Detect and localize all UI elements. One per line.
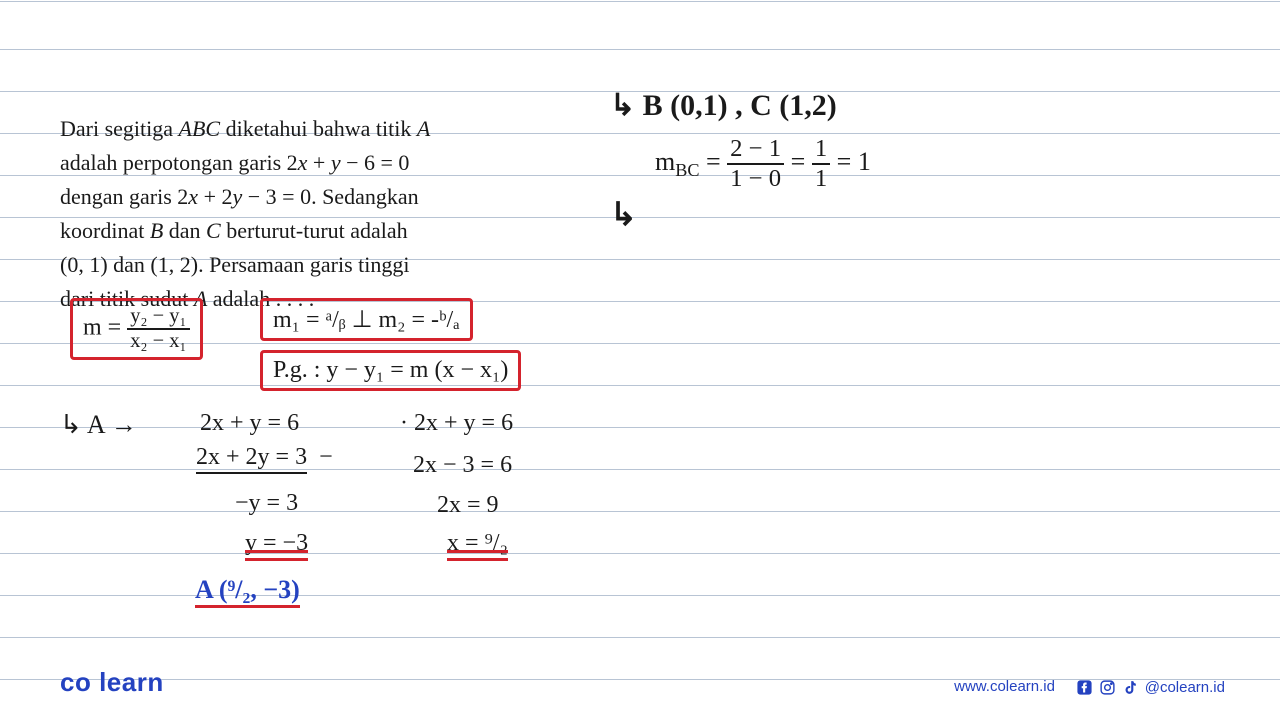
hand-col2-4: x = ⁹/₂ (447, 530, 508, 557)
hand-point-a: A (⁹/₂, −3) (195, 575, 300, 605)
text: dan (163, 218, 206, 243)
text: adalah perpotongan garis 2 (60, 150, 298, 175)
numerator: 1 (812, 135, 830, 165)
numerator: 2 − 1 (727, 135, 784, 165)
text-italic: B (150, 218, 163, 243)
text: (0, 1) dan (1, 2). Persamaan garis tingg… (60, 252, 409, 277)
text-italic: A (417, 116, 430, 141)
text-dbl-underline: x = ⁹/₂ (447, 530, 508, 557)
text: dengan garis 2 (60, 184, 188, 209)
hand-mbc: mBC = 2 − 11 − 0 = 11 = 1 (655, 135, 871, 193)
hand-res2: y = −3 (245, 530, 308, 557)
red-box: m = y₂ − y₁x₂ − x₁ (70, 298, 203, 360)
footer-handle: @colearn.id (1145, 679, 1225, 696)
hook-arrow: ↳ (610, 195, 637, 233)
problem-statement: Dari segitiga ABC diketahui bahwa titik … (60, 112, 570, 317)
hand-hook-a: ↳ A → (60, 410, 137, 440)
text-dbl-underline: y = −3 (245, 530, 308, 557)
formula-slope-box: m = y₂ − y₁x₂ − x₁ (70, 298, 203, 360)
text: = (700, 147, 728, 176)
brand-logo: co learn (60, 667, 164, 698)
red-box: P.g. : y − y₁ = m (x − x₁) (260, 350, 521, 391)
formula-pg-box: P.g. : y − y₁ = m (x − x₁) (260, 350, 521, 391)
text-sub: BC (675, 160, 699, 180)
text: m = (83, 315, 127, 341)
footer-url: www.colearn.id (954, 678, 1055, 695)
hand-bc-points: ↳ B (0,1) , C (1,2) (610, 88, 837, 123)
fraction: 2 − 11 − 0 (727, 135, 784, 193)
text-underlined: 2x + 2y = 3 (196, 444, 307, 474)
hand-res1: −y = 3 (235, 490, 298, 517)
footer: co learn www.colearn.id @colearn.id (0, 668, 1280, 698)
text-italic: C (206, 218, 221, 243)
text: Dari segitiga (60, 116, 179, 141)
text: − 6 = 0 (341, 150, 410, 175)
hand-col2-2: 2x − 3 = 6 (413, 452, 512, 479)
fraction: y₂ − y₁x₂ − x₁ (127, 305, 189, 353)
text: − 3 = 0. Sedangkan (242, 184, 418, 209)
formula-perp-box: m₁ = ᵃ/ᵦ ⊥ m₂ = -ᵇ/ₐ (260, 298, 473, 341)
denominator: 1 − 0 (727, 165, 784, 193)
text: = 1 (837, 147, 871, 176)
tiktok-icon (1122, 678, 1140, 696)
fraction: 11 (812, 135, 830, 193)
text-italic: ABC (179, 116, 221, 141)
red-box: m₁ = ᵃ/ᵦ ⊥ m₂ = -ᵇ/ₐ (260, 298, 473, 341)
numerator: y₂ − y₁ (127, 305, 189, 330)
text: + (307, 150, 330, 175)
text-italic: y (331, 150, 341, 175)
hand-col2-3: 2x = 9 (437, 492, 499, 519)
text-red-underline: A (⁹/₂, −3) (195, 575, 300, 608)
facebook-icon (1076, 678, 1094, 696)
text-italic: x (188, 184, 198, 209)
hand-eq1: 2x + y = 6 (200, 410, 299, 437)
text: m (655, 147, 675, 176)
text-italic: x (298, 150, 308, 175)
text: diketahui bahwa titik (220, 116, 417, 141)
text-italic: y (232, 184, 242, 209)
footer-socials: @colearn.id (1076, 678, 1225, 696)
minus-sign: − (319, 444, 333, 470)
denominator: 1 (812, 165, 830, 193)
instagram-icon (1099, 678, 1117, 696)
hand-col2-1: · 2x + y = 6 (400, 410, 513, 437)
text: berturut-turut adalah (221, 218, 408, 243)
text: koordinat (60, 218, 150, 243)
hand-eq2: 2x + 2y = 3 − (196, 444, 333, 471)
text: = (791, 147, 812, 176)
denominator: x₂ − x₁ (127, 330, 189, 353)
text: + 2 (198, 184, 232, 209)
